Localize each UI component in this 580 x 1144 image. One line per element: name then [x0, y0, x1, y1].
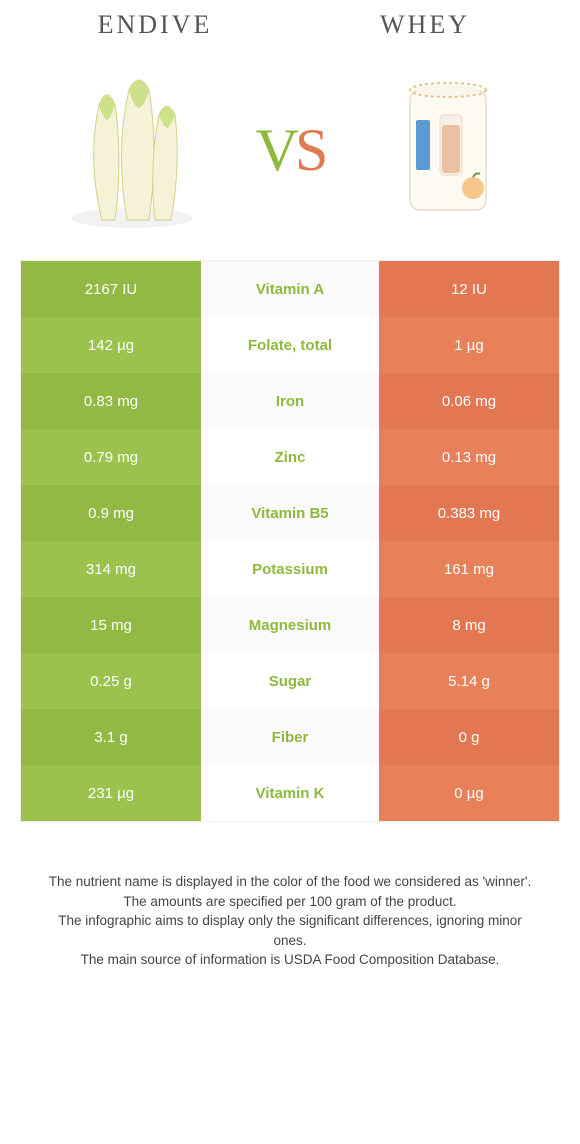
right-value: 12 IU	[379, 261, 559, 317]
footnote-line: The main source of information is USDA F…	[40, 950, 540, 970]
nutrient-label: Iron	[201, 373, 379, 429]
left-value: 2167 IU	[21, 261, 201, 317]
images-row: VS	[0, 60, 580, 260]
nutrient-row: 0.79 mgZinc0.13 mg	[21, 429, 559, 485]
nutrient-label: Sugar	[201, 653, 379, 709]
nutrient-label: Fiber	[201, 709, 379, 765]
nutrient-label: Vitamin A	[201, 261, 379, 317]
footnotes: The nutrient name is displayed in the co…	[40, 872, 540, 970]
left-food-title: Endive	[20, 10, 290, 40]
header-left: Endive	[20, 10, 290, 40]
right-value: 0.383 mg	[379, 485, 559, 541]
nutrient-row: 142 µgFolate, total1 µg	[21, 317, 559, 373]
footnote-line: The amounts are specified per 100 gram o…	[40, 892, 540, 912]
nutrient-table: 2167 IUVitamin A12 IU142 µgFolate, total…	[20, 260, 560, 822]
whey-image	[368, 65, 528, 235]
nutrient-row: 2167 IUVitamin A12 IU	[21, 261, 559, 317]
comparison-infographic: Endive Whey VS	[0, 0, 580, 990]
nutrient-row: 0.25 gSugar5.14 g	[21, 653, 559, 709]
header: Endive Whey	[0, 0, 580, 60]
right-value: 161 mg	[379, 541, 559, 597]
right-value: 0.13 mg	[379, 429, 559, 485]
vs-v-letter: V	[256, 117, 295, 183]
footnote-line: The nutrient name is displayed in the co…	[40, 872, 540, 892]
left-value: 0.79 mg	[21, 429, 201, 485]
left-value: 0.9 mg	[21, 485, 201, 541]
header-right: Whey	[290, 10, 560, 40]
left-value: 231 µg	[21, 765, 201, 821]
nutrient-row: 314 mgPotassium161 mg	[21, 541, 559, 597]
nutrient-label: Folate, total	[201, 317, 379, 373]
nutrient-label: Vitamin B5	[201, 485, 379, 541]
left-value: 314 mg	[21, 541, 201, 597]
right-value: 0 g	[379, 709, 559, 765]
right-food-title: Whey	[290, 10, 560, 40]
nutrient-row: 0.9 mgVitamin B50.383 mg	[21, 485, 559, 541]
nutrient-label: Potassium	[201, 541, 379, 597]
left-value: 3.1 g	[21, 709, 201, 765]
left-value: 0.25 g	[21, 653, 201, 709]
vs-badge: VS	[256, 116, 325, 185]
right-value: 0.06 mg	[379, 373, 559, 429]
nutrient-row: 15 mgMagnesium8 mg	[21, 597, 559, 653]
nutrient-label: Vitamin K	[201, 765, 379, 821]
nutrient-label: Magnesium	[201, 597, 379, 653]
vs-s-letter: S	[295, 117, 324, 183]
nutrient-row: 231 µgVitamin K0 µg	[21, 765, 559, 821]
left-value: 15 mg	[21, 597, 201, 653]
nutrient-row: 0.83 mgIron0.06 mg	[21, 373, 559, 429]
left-value: 142 µg	[21, 317, 201, 373]
right-value: 5.14 g	[379, 653, 559, 709]
footnote-line: The infographic aims to display only the…	[40, 911, 540, 950]
left-value: 0.83 mg	[21, 373, 201, 429]
right-value: 1 µg	[379, 317, 559, 373]
endive-image	[52, 65, 212, 235]
right-value: 0 µg	[379, 765, 559, 821]
nutrient-row: 3.1 gFiber0 g	[21, 709, 559, 765]
right-value: 8 mg	[379, 597, 559, 653]
nutrient-label: Zinc	[201, 429, 379, 485]
